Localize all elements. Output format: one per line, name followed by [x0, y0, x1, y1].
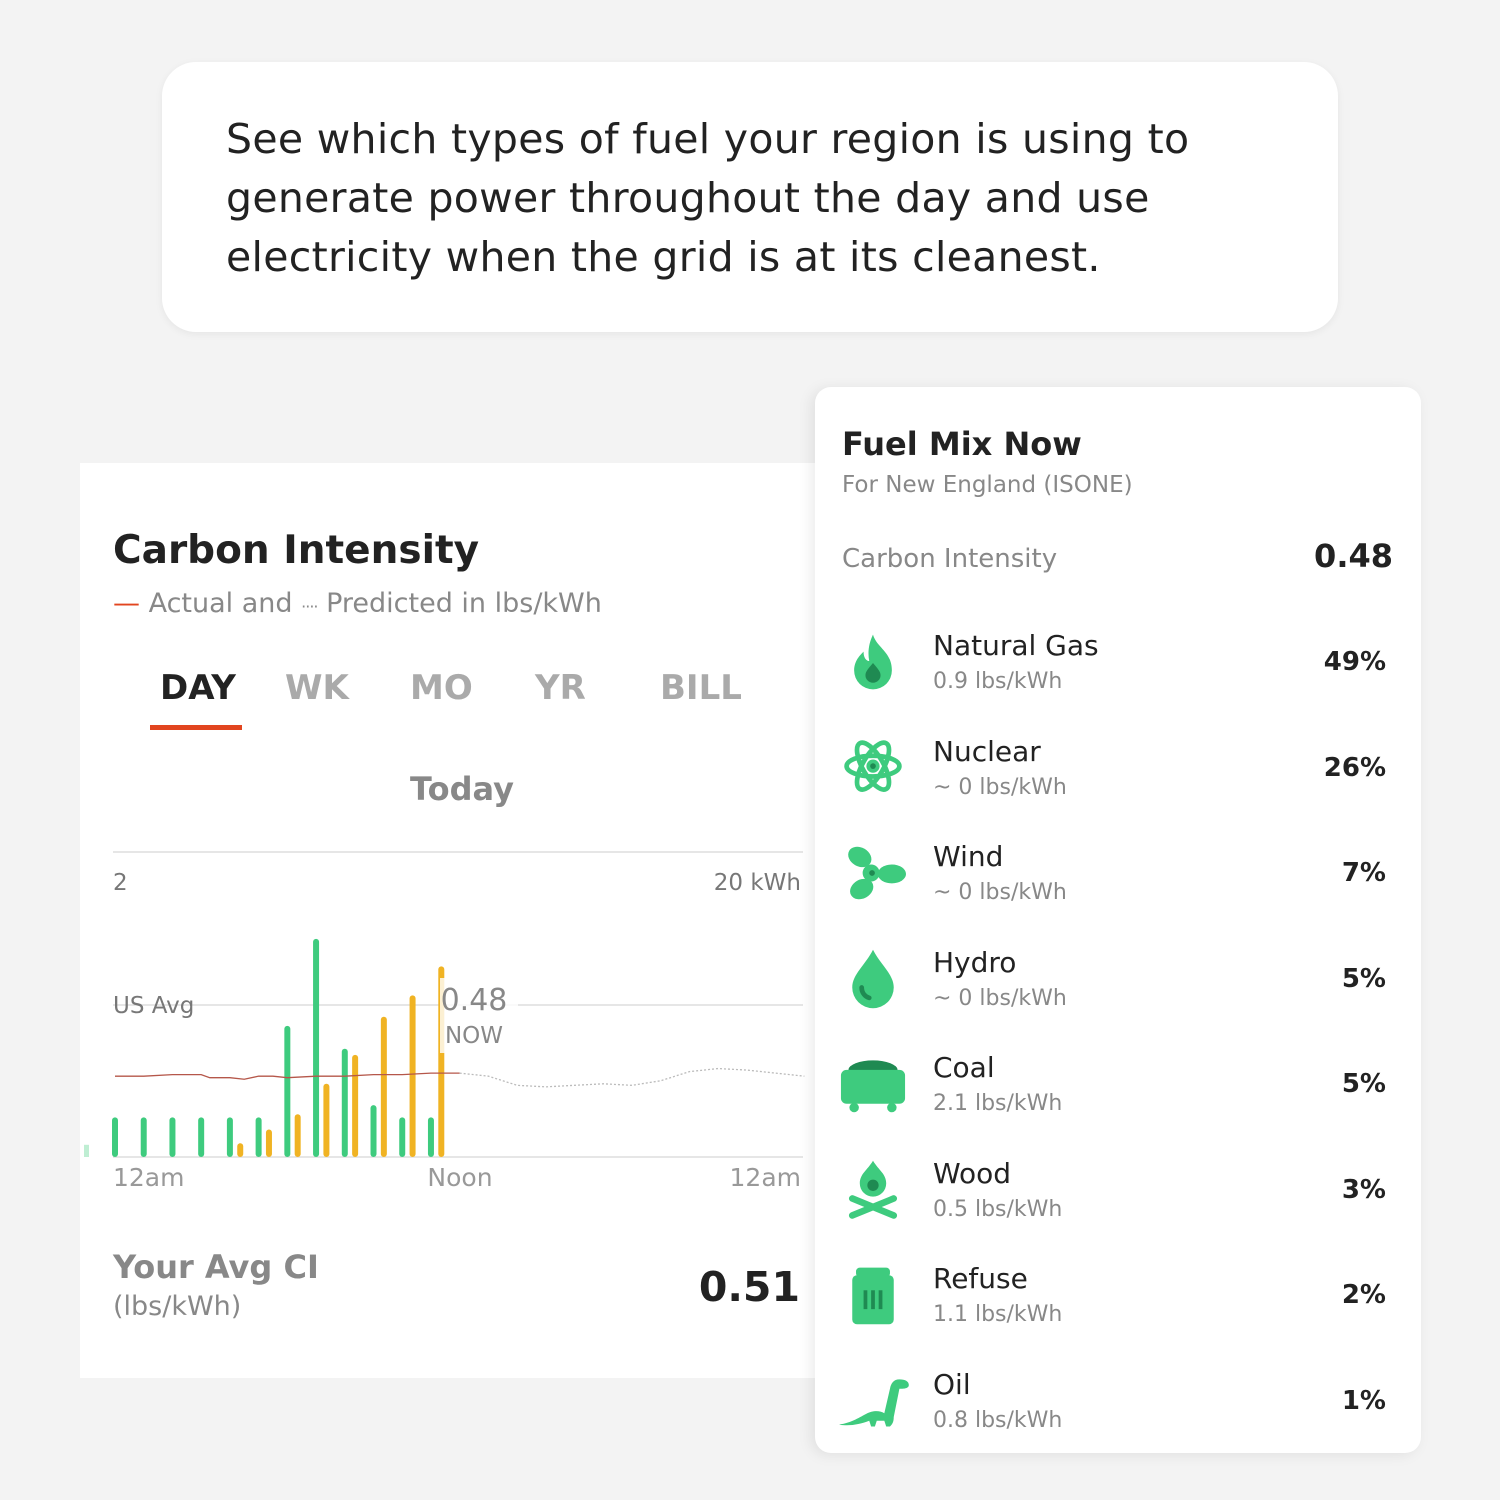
bar-green-1[interactable] [140, 1117, 147, 1157]
bar-orange-9[interactable] [380, 1016, 387, 1157]
bar-orange-7[interactable] [323, 1083, 330, 1157]
fuel-list: Natural Gas 0.9 lbs/kWh 49% Nuclear ~ 0 … [835, 619, 1401, 1463]
bar-previous-day [84, 1144, 89, 1157]
bar-green-7[interactable] [313, 938, 320, 1157]
fuel-row-coal: Coal 2.1 lbs/kWh 5% [835, 1041, 1401, 1147]
bar-green-10[interactable] [399, 1117, 406, 1157]
carbon-intensity-value: 0.48 [1314, 537, 1393, 575]
avg-ci-unit: (lbs/kWh) [113, 1291, 242, 1322]
fuel-percent: 1% [1341, 1385, 1386, 1416]
fuel-mix-card: Fuel Mix Now For New England (ISONE) Car… [815, 387, 1421, 1453]
tab-day[interactable]: DAY [150, 668, 285, 730]
bar-green-11[interactable] [427, 1117, 434, 1157]
fuel-name: Coal [933, 1051, 995, 1084]
predicted-ci-line [459, 1067, 805, 1088]
x-tick-start: 12am [113, 1163, 184, 1192]
actual-ci-line [115, 1072, 460, 1080]
fuel-mix-region: For New England (ISONE) [842, 472, 1133, 498]
fuel-row-hydro: Hydro ~ 0 lbs/kWh 5% [835, 936, 1401, 1042]
predicted-line-legend-icon: ···· [301, 597, 318, 616]
carbon-intensity-card: Carbon Intensity — Actual and ···· Predi… [80, 463, 840, 1378]
fuel-rate: 0.9 lbs/kWh [933, 669, 1063, 694]
avg-ci-value: 0.51 [698, 1263, 800, 1311]
campfire-icon [848, 1160, 898, 1219]
atom-icon [844, 739, 902, 792]
fuel-row-oil: Oil 0.8 lbs/kWh 1% [835, 1358, 1401, 1464]
right-axis-top-label: 20 kWh [714, 870, 801, 896]
fuel-percent: 5% [1341, 1069, 1386, 1099]
bar-green-6[interactable] [284, 1025, 291, 1157]
fuel-percent: 7% [1341, 858, 1386, 888]
fuel-name: Refuse [933, 1262, 1028, 1295]
bar-orange-6[interactable] [294, 1114, 301, 1157]
avg-ci-label: Your Avg CI [113, 1248, 319, 1286]
period-label: Today [410, 770, 514, 808]
x-tick-noon: Noon [427, 1163, 492, 1192]
fuel-rate: ~ 0 lbs/kWh [933, 774, 1067, 800]
tab-year[interactable]: YR [535, 668, 586, 708]
intro-text: See which types of fuel your region is u… [226, 115, 1190, 281]
left-axis-top-label: 2 [113, 870, 128, 896]
fuel-row-wind: Wind ~ 0 lbs/kWh 7% [835, 830, 1401, 936]
bar-green-2[interactable] [169, 1117, 176, 1157]
fuel-percent: 3% [1341, 1174, 1386, 1205]
carbon-intensity-label: Carbon Intensity [842, 544, 1058, 574]
now-tooltip-bg [440, 978, 518, 1053]
card-title: Carbon Intensity [113, 528, 480, 573]
fuel-row-nuclear: Nuclear ~ 0 lbs/kWh 26% [835, 725, 1401, 831]
fuel-row-refuse: Refuse 1.1 lbs/kWh 2% [835, 1252, 1401, 1358]
carbon-intensity-chart[interactable]: 2 20 kWh US Avg 0.48 NOW 12am Noon 12am [80, 838, 810, 1198]
tab-bill[interactable]: BILL [660, 668, 742, 708]
fuel-percent: 5% [1341, 963, 1386, 994]
fuel-name: Wind [933, 840, 1004, 873]
coal-cart-icon [840, 1060, 906, 1113]
now-label: NOW [445, 1023, 503, 1049]
fuel-percent: 2% [1341, 1280, 1386, 1310]
fuel-rate: ~ 0 lbs/kWh [933, 985, 1067, 1011]
bar-green-3[interactable] [198, 1117, 205, 1157]
propeller-icon [848, 846, 906, 900]
actual-legend-text: Actual and [148, 588, 293, 619]
bar-green-8[interactable] [341, 1048, 348, 1157]
fuel-percent: 26% [1323, 752, 1386, 783]
bar-orange-5[interactable] [265, 1129, 272, 1157]
fuel-percent: 49% [1323, 647, 1386, 677]
intro-banner: See which types of fuel your region is u… [162, 62, 1338, 332]
bar-green-4[interactable] [226, 1117, 233, 1157]
fuel-name: Wood [933, 1156, 1012, 1190]
fuel-row-natural-gas: Natural Gas 0.9 lbs/kWh 49% [835, 619, 1401, 725]
actual-line-legend-icon: — [113, 588, 140, 619]
dinosaur-icon [839, 1378, 909, 1426]
x-tick-end: 12am [730, 1163, 801, 1192]
bar-orange-4[interactable] [237, 1143, 244, 1157]
fuel-name: Nuclear [933, 734, 1041, 768]
fuel-rate: 0.8 lbs/kWh [933, 1407, 1063, 1433]
fuel-name: Natural Gas [933, 629, 1099, 662]
fuel-rate: 2.1 lbs/kWh [933, 1091, 1063, 1116]
bar-orange-8[interactable] [352, 1054, 359, 1157]
card-subtitle: — Actual and ···· Predicted in lbs/kWh [113, 588, 602, 619]
period-tabs: DAY WK MO YR BILL [150, 668, 785, 730]
bar-green-9[interactable] [370, 1105, 377, 1157]
tab-month[interactable]: MO [410, 668, 473, 708]
tab-week[interactable]: WK [285, 668, 349, 708]
fuel-name: Oil [933, 1367, 971, 1401]
us-avg-label: US Avg [113, 993, 194, 1019]
predicted-legend-text: Predicted in lbs/kWh [326, 588, 602, 619]
fuel-rate: 0.5 lbs/kWh [933, 1196, 1063, 1222]
flame-icon [854, 634, 892, 690]
bar-orange-10[interactable] [409, 995, 416, 1157]
now-value: 0.48 [441, 983, 508, 1018]
fuel-rate: 1.1 lbs/kWh [933, 1302, 1063, 1327]
trash-can-icon [852, 1267, 894, 1325]
fuel-name: Hydro [933, 945, 1017, 979]
fuel-rate: ~ 0 lbs/kWh [933, 880, 1067, 905]
water-drop-icon [852, 949, 894, 1008]
bar-green-0[interactable] [112, 1117, 118, 1157]
fuel-mix-title: Fuel Mix Now [842, 425, 1082, 463]
bar-green-5[interactable] [255, 1117, 262, 1157]
fuel-row-wood: Wood 0.5 lbs/kWh 3% [835, 1147, 1401, 1253]
